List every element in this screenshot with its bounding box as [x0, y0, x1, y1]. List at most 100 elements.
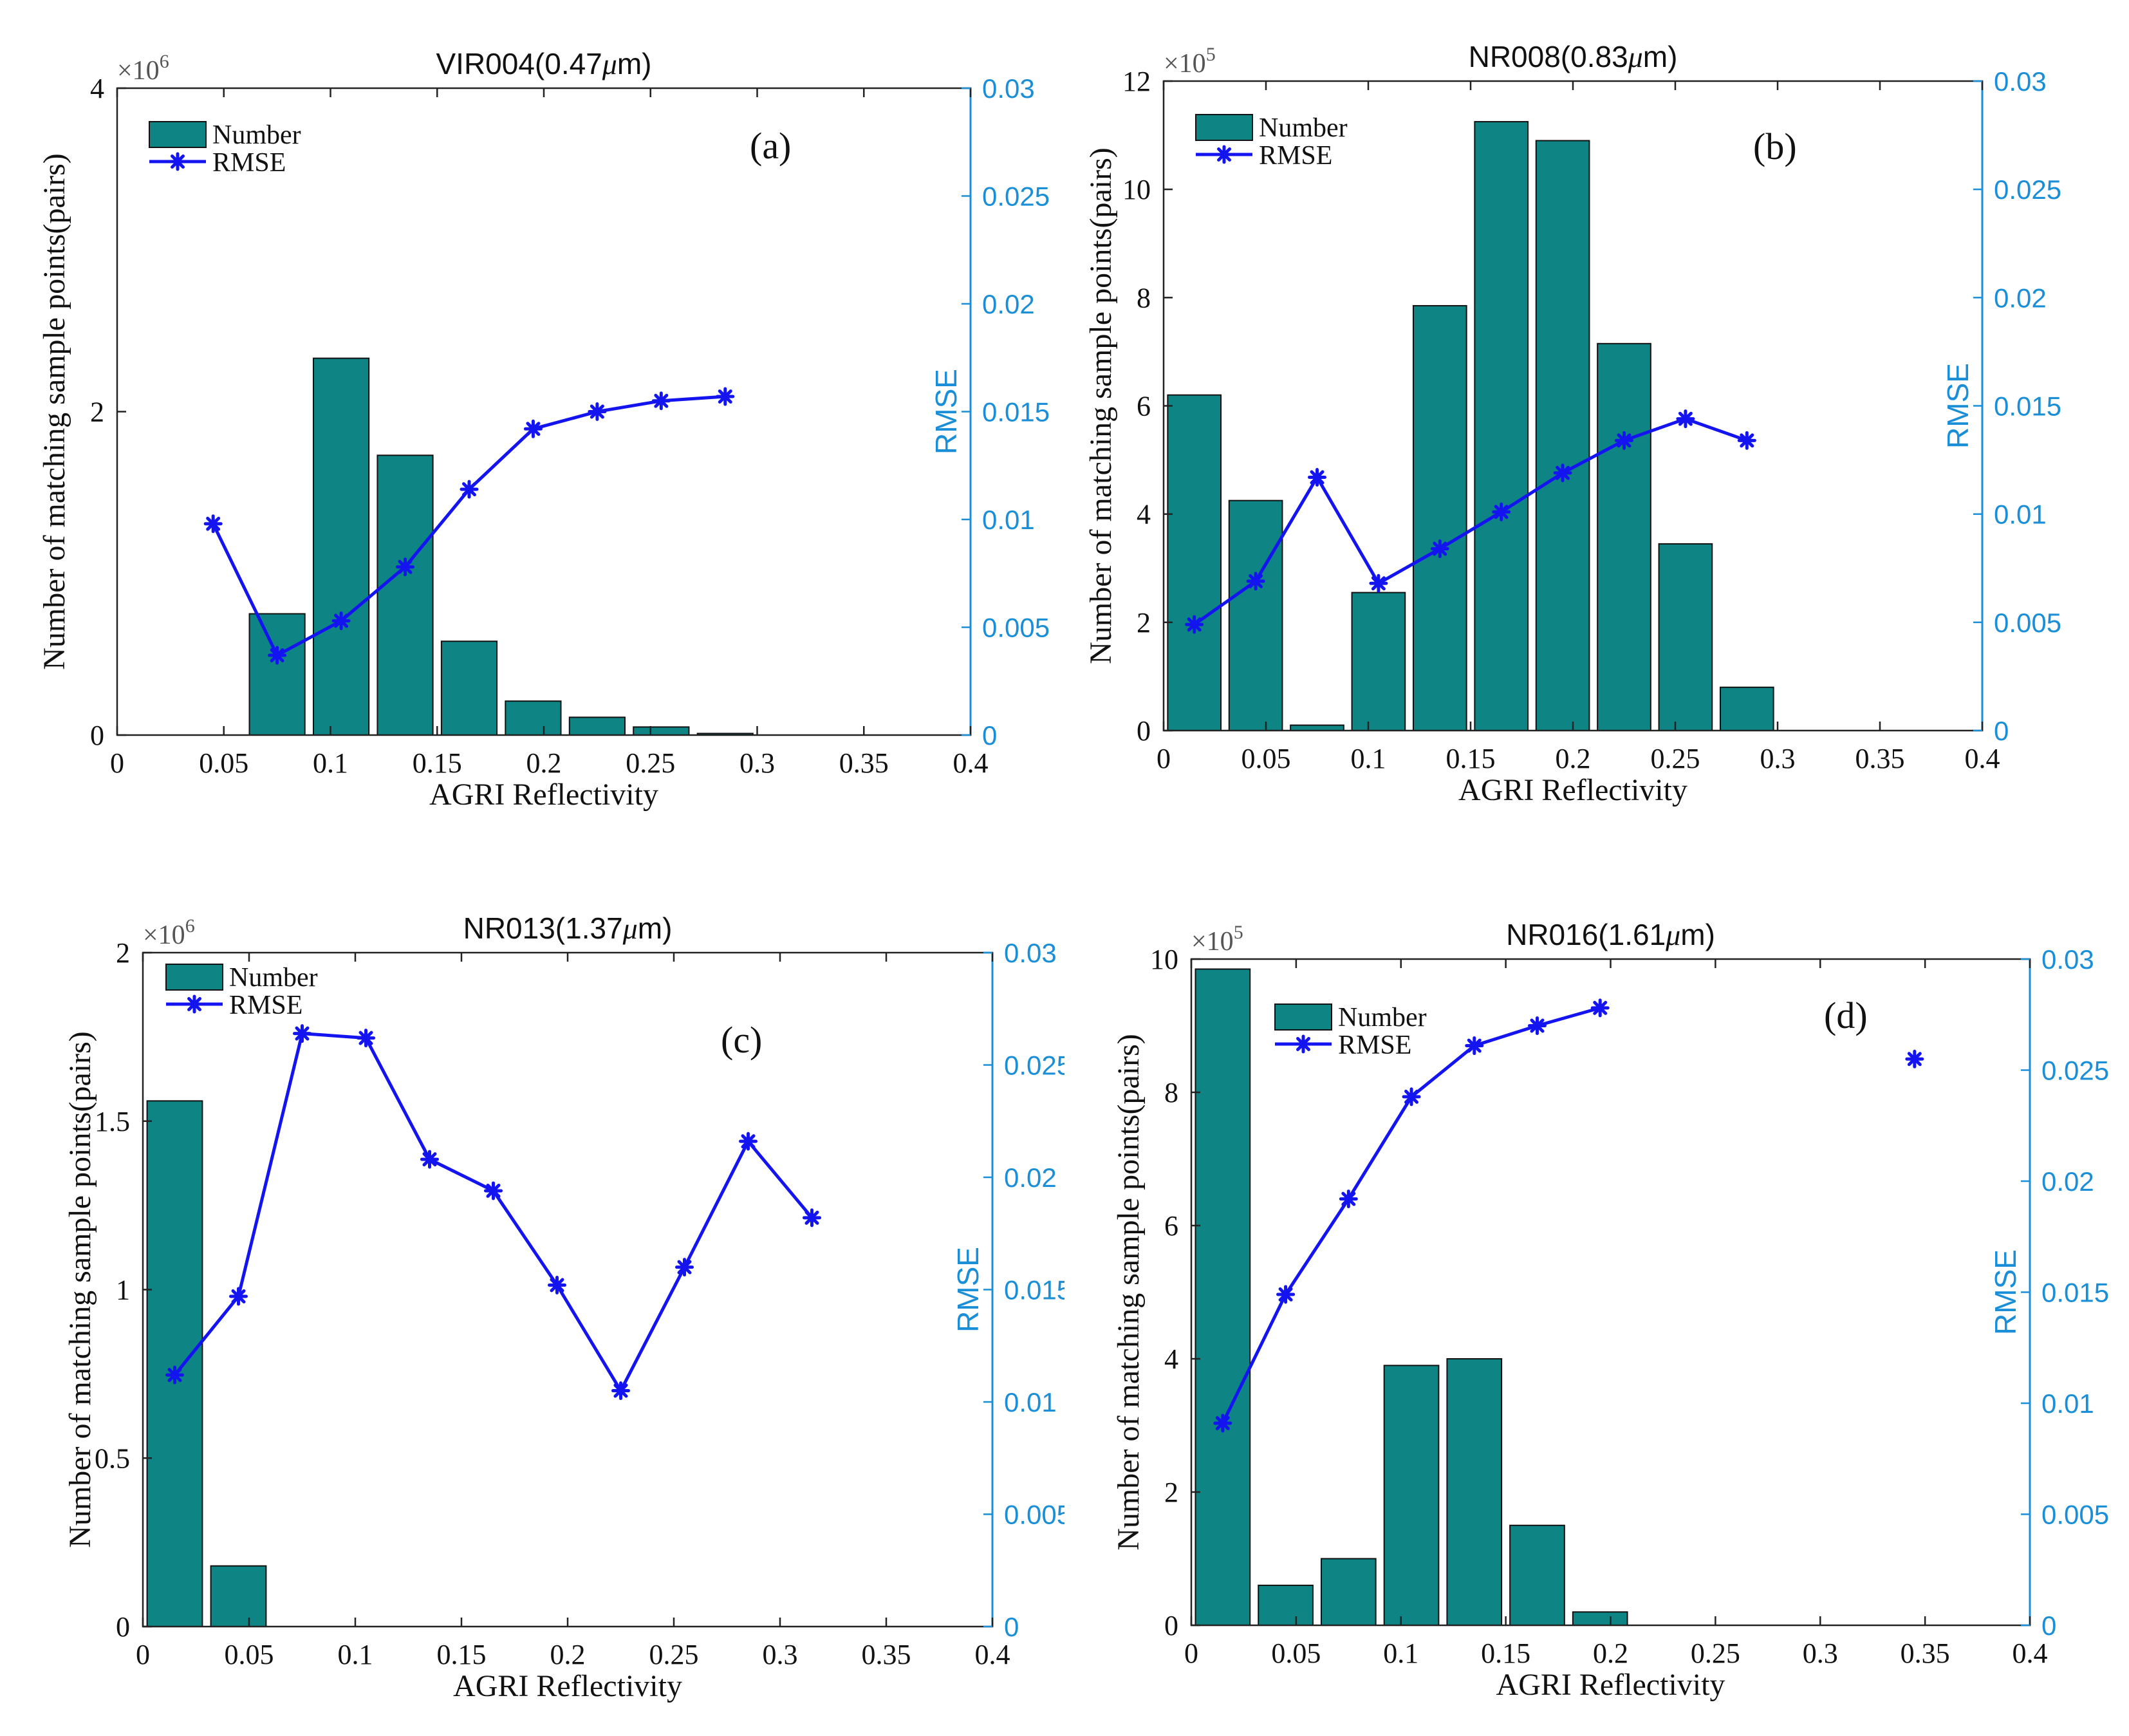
bar-1	[312, 357, 370, 736]
rmse-point-2	[1308, 467, 1326, 487]
legend-label-number: Number	[212, 120, 301, 150]
rmse-point-2	[1339, 1190, 1358, 1209]
rmse-point-5	[484, 1181, 503, 1200]
y-tick-label: 4	[90, 73, 104, 104]
plot-frame	[1190, 958, 2031, 1627]
rmse-point-9	[739, 1132, 758, 1151]
y-right-tick-label: 0.02	[1994, 283, 2047, 313]
y-tick-label: 2	[1164, 1477, 1178, 1508]
bar-5	[568, 716, 626, 736]
legend-label-rmse: RMSE	[1338, 1031, 1411, 1060]
rmse-point-5	[523, 419, 543, 438]
x-tick-label: 0.35	[839, 747, 889, 779]
rmse-point-0	[203, 514, 223, 534]
y-right-tick-label: 0.02	[982, 289, 1035, 319]
x-tick-label: 0	[136, 1639, 150, 1670]
panel-label: (a)	[750, 125, 791, 167]
x-tick-label: 0	[1157, 743, 1171, 774]
rmse-point-6	[548, 1276, 566, 1295]
bar-6	[1535, 140, 1590, 732]
chart-panel-c: 0 0.05 0.1 0.15 0.2 0.25 0.3 0.35 0.400.511.5200…	[63, 911, 1064, 1703]
x-tick-label: 0.4	[1965, 743, 2000, 774]
legend-swatch-number	[1274, 1003, 1332, 1031]
rmse-point-5	[1527, 1016, 1547, 1035]
rmse-point-3	[1402, 1087, 1421, 1106]
plot-frame	[116, 87, 972, 736]
y-right-tick-label: 0.025	[1994, 174, 2061, 205]
y-right-axis-label: RMSE	[1941, 363, 1975, 449]
x-tick-label: 0.05	[1271, 1638, 1321, 1669]
y-right-tick-label: 0	[2041, 1610, 2056, 1641]
x-tick-label: 0.25	[626, 747, 675, 779]
rmse-point-6	[588, 402, 607, 421]
y-tick-label: 6	[1137, 391, 1151, 422]
y-axis-label: Number of matching sample points(pairs)	[1084, 147, 1118, 664]
y-tick-label: 4	[1137, 499, 1151, 530]
y-right-tick-label: 0.005	[982, 613, 1050, 643]
y-right-tick-label: 0.015	[1004, 1275, 1064, 1305]
legend-marker-rmse	[168, 152, 187, 171]
rmse-point-2	[331, 611, 351, 630]
x-tick-label: 0.3	[1803, 1638, 1838, 1669]
bar-6	[1572, 1611, 1628, 1627]
y-right-tick-label: 0	[1994, 716, 2009, 746]
bar-0	[146, 1100, 203, 1627]
y-right-tick-label: 0.03	[1004, 938, 1057, 968]
bar-8	[1658, 543, 1713, 731]
x-tick-label: 0.15	[437, 1639, 487, 1670]
rmse-point-3	[357, 1029, 375, 1048]
bar-9	[1719, 686, 1774, 731]
chart-title: NR013(1.37μm)	[463, 911, 673, 945]
x-tick-label: 0.05	[199, 747, 248, 779]
y-right-tick-label: 0.01	[1994, 499, 2047, 530]
bar-0	[1195, 968, 1251, 1626]
rmse-point-9	[1737, 431, 1756, 450]
rmse-point-0	[165, 1365, 184, 1385]
x-axis-label: AGRI Reflectivity	[429, 778, 658, 812]
y-tick-label: 2	[116, 937, 130, 969]
bar-2	[1290, 724, 1344, 732]
chart-panel-d: 0 0.05 0.1 0.15 0.2 0.25 0.3 0.35 0.4024681000.0…	[1111, 918, 2109, 1702]
y-right-tick-label: 0.015	[982, 397, 1050, 427]
legend-marker-rmse	[1294, 1034, 1313, 1054]
rmse-point-6	[1553, 463, 1572, 483]
legend-swatch-number	[165, 964, 223, 991]
y-axis-label: Number of matching sample points(pairs)	[1111, 1034, 1146, 1550]
rmse-point-8	[1676, 409, 1695, 429]
bar-5	[1509, 1524, 1565, 1626]
rmse-point-4	[1430, 539, 1449, 558]
bar-2	[1320, 1558, 1377, 1626]
y-tick-label: 0	[1164, 1610, 1178, 1641]
y-axis-label: Number of matching sample points(pairs)	[63, 1031, 97, 1547]
rmse-point-7	[611, 1381, 630, 1401]
y-right-tick-label: 0.025	[2041, 1056, 2109, 1086]
y-right-axis-label: RMSE	[951, 1247, 985, 1332]
x-tick-label: 0.25	[1691, 1638, 1740, 1669]
rmse-point-1	[229, 1287, 248, 1306]
rmse-point-0	[1213, 1414, 1232, 1433]
bar-3	[1351, 592, 1406, 732]
x-tick-label: 0.4	[975, 1639, 1010, 1670]
x-tick-label: 0	[1184, 1638, 1198, 1669]
rmse-point-3	[396, 557, 415, 577]
y-tick-label: 2	[90, 397, 104, 428]
x-tick-label: 0	[110, 747, 124, 779]
rmse-point-10	[803, 1208, 821, 1227]
x-tick-label: 0.25	[1651, 743, 1700, 774]
x-tick-label: 0.1	[1351, 743, 1386, 774]
rmse-point-2	[293, 1024, 311, 1043]
y-right-tick-label: 0.015	[2041, 1278, 2109, 1308]
x-tick-label: 0.15	[1446, 743, 1496, 774]
bar-3	[1383, 1365, 1440, 1626]
bar-6	[633, 726, 690, 736]
rmse-point-7	[1615, 431, 1633, 450]
x-tick-label: 0.3	[1760, 743, 1796, 774]
legend-marker-rmse	[185, 994, 204, 1014]
x-tick-label: 0.35	[1901, 1638, 1950, 1669]
x-axis-label: AGRI Reflectivity	[1496, 1668, 1725, 1702]
plot-frame	[142, 951, 994, 1628]
y-tick-label: 1.5	[95, 1106, 130, 1137]
x-tick-label: 0.35	[1855, 743, 1905, 774]
chart-title: VIR004(0.47μm)	[436, 47, 651, 80]
